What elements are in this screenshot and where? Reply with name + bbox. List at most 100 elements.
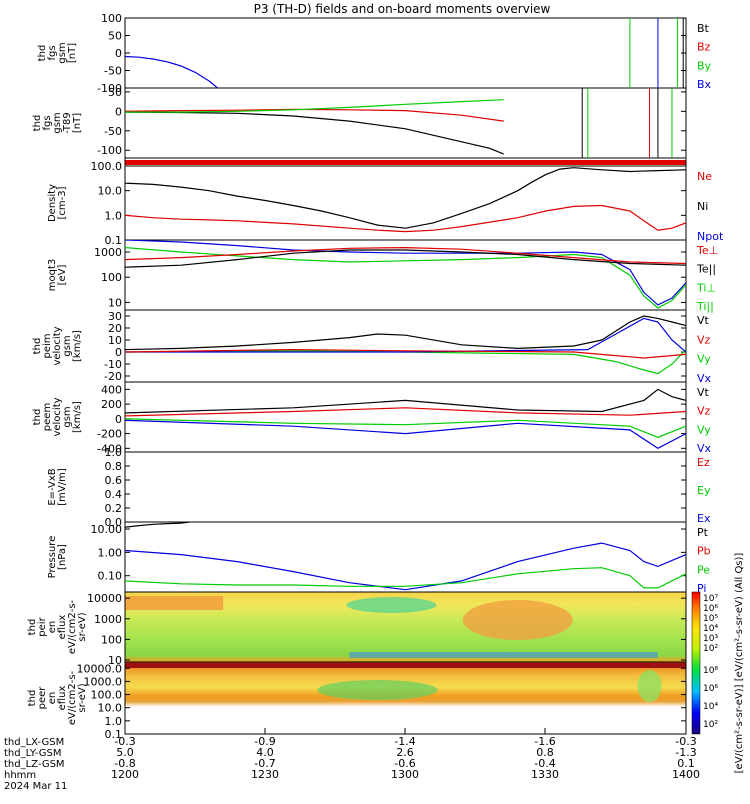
y-tick-label: 0.1 (105, 234, 123, 247)
series-line-vy (125, 418, 686, 438)
y-axis-label: velocity (52, 397, 63, 436)
y-axis-label: gsm (52, 112, 63, 133)
y-axis-label: peem (42, 403, 53, 431)
series-line-pi (125, 542, 686, 591)
x-tick-label: 1300 (391, 768, 419, 781)
series-line-ti (125, 247, 686, 309)
x-tick-label: 1400 (672, 768, 700, 781)
colorbar (691, 591, 701, 735)
y-axis-label: fgs (47, 45, 58, 60)
y-axis-label: eflux (57, 686, 68, 711)
y-tick-label: 0.6 (105, 474, 123, 487)
colorbar-label: [eV/(cm²-s-sr-eV)] [eV/(cm²-s-sr-eV) (Al… (734, 553, 745, 774)
x-tick-label: 0.8 (536, 746, 554, 759)
y-axis-label: thd (37, 45, 48, 62)
heatmap-feature (317, 680, 438, 700)
y-axis-label: eV/(cm2-s- (67, 599, 78, 654)
y-axis-label: eflux (57, 615, 68, 640)
legend-entry: Pb (697, 545, 711, 558)
legend-entry: Vx (697, 372, 712, 385)
y-axis-label: Pressure (47, 536, 58, 579)
colorbar-tick-label: 10⁶ (703, 684, 718, 694)
y-axis-label: [nT] (67, 43, 78, 63)
y-tick-label: 100 (101, 12, 122, 25)
y-axis-label: [km/s] (72, 401, 83, 433)
legend-entry: Ex (697, 512, 711, 525)
y-tick-label: -400 (97, 442, 122, 455)
legend-entry: Pi (697, 582, 706, 595)
series-line-vt (125, 388, 686, 414)
y-tick-label: 10 (108, 334, 122, 347)
colorbar-tick-label: 10⁶ (703, 604, 718, 614)
y-tick-label: 50 (108, 86, 122, 99)
y-axis-label: eV/(cm2-s- (67, 670, 78, 725)
y-tick-label: 1.0 (105, 209, 123, 222)
y-axis-label: [eV] (57, 265, 68, 286)
y-tick-label: 400 (101, 383, 122, 396)
legend-entry: Bz (697, 41, 711, 54)
legend-entry: Vy (697, 353, 711, 366)
y-axis-label: E=-VxB (47, 468, 58, 505)
legend-entry: By (697, 59, 712, 72)
y-axis-label: peim (42, 333, 53, 358)
y-tick-label: -20 (104, 370, 122, 383)
y-tick-label: 0.10 (98, 570, 123, 583)
colorbar-tick-label: 10⁷ (703, 594, 718, 604)
series-line-ne (125, 204, 686, 233)
series-line-pt (125, 522, 190, 528)
x-axis-row-label: hhmm (4, 770, 36, 781)
y-tick-label: 200 (101, 398, 122, 411)
y-tick-label: 100.0 (91, 689, 123, 702)
panel-frame (124, 87, 687, 159)
y-tick-label: -10 (104, 358, 122, 371)
legend-entry: Ne (697, 170, 712, 183)
series-line-bt (125, 111, 504, 155)
series-line-vx (125, 419, 686, 449)
y-tick-label: -50 (104, 125, 122, 138)
colorbar-tick-label: 10² (703, 644, 718, 654)
heatmap-feature (346, 597, 437, 613)
heatmap-feature (125, 596, 224, 610)
legend-entry: Vt (697, 386, 710, 399)
y-tick-label: 20 (108, 322, 122, 335)
legend-entry: Vz (697, 405, 711, 418)
series-line-bx (125, 55, 218, 88)
series-line-te (125, 246, 686, 265)
y-tick-label: 1000 (94, 246, 122, 259)
colorbar-tick-label: 10⁸ (703, 666, 718, 676)
y-axis-label: gsm (57, 42, 68, 63)
y-tick-label: 100 (101, 633, 122, 646)
colorbar-tick-label: 10⁵ (703, 614, 718, 624)
y-axis-label: en (47, 621, 58, 634)
y-axis-label: peer (37, 686, 48, 710)
legend-entry: Npot (697, 230, 724, 243)
series-line-vy (125, 349, 686, 375)
legend-entry: Ti|| (696, 300, 714, 313)
x-tick-label: -0.3 (114, 735, 135, 748)
y-axis-label: sr-eV) (77, 683, 88, 712)
y-axis-label: peir (37, 616, 48, 636)
x-tick-label: -0.6 (394, 757, 415, 770)
y-tick-label: 1000 (94, 613, 122, 626)
y-axis-label: [km/s] (72, 330, 83, 362)
y-axis-label: en (47, 692, 58, 705)
panel-frame (124, 17, 687, 89)
y-tick-label: 1.00 (98, 546, 123, 559)
panel-frame (124, 165, 687, 241)
legend-entry: Te|| (696, 263, 716, 276)
x-tick-label: 4.0 (256, 746, 274, 759)
legend-entry: Pe (697, 563, 710, 576)
y-axis-label: thd (32, 409, 43, 426)
series-line-vt (125, 315, 686, 351)
heatmap-feature (462, 600, 573, 640)
y-axis-label: Density (47, 184, 58, 222)
legend-entry: Vz (697, 333, 711, 346)
x-tick-label: -0.4 (534, 757, 555, 770)
y-axis-label: thd (32, 338, 43, 355)
flag-bar (125, 160, 686, 165)
y-axis-label: gsm (62, 335, 73, 356)
y-axis-label: moqt3 (47, 259, 58, 292)
y-axis-label: gsm (62, 406, 73, 427)
heatmap-feature (349, 652, 658, 658)
